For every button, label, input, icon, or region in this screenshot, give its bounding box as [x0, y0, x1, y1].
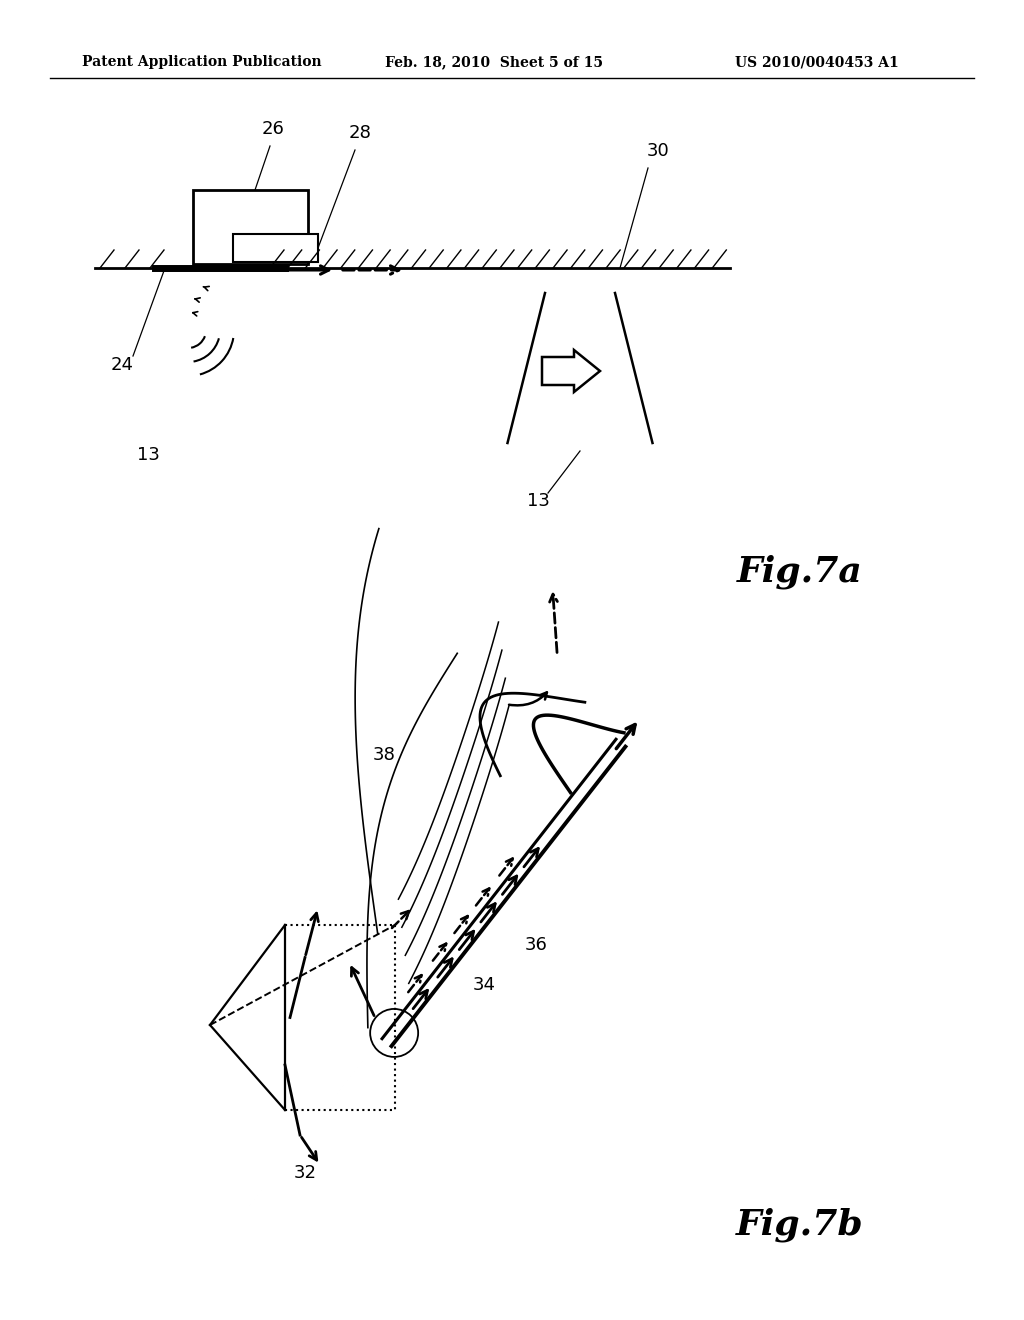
Text: Fig.7a: Fig.7a [737, 554, 863, 589]
Text: Fig.7b: Fig.7b [736, 1208, 864, 1242]
Bar [193, 190, 308, 264]
Text: 26: 26 [261, 120, 285, 139]
Text: 24: 24 [111, 356, 133, 374]
Text: 38: 38 [373, 746, 395, 763]
Text: 13: 13 [136, 446, 160, 465]
Text: 30: 30 [646, 143, 670, 160]
FancyArrow shape [542, 350, 600, 392]
Text: 34: 34 [472, 975, 496, 994]
Text: 32: 32 [294, 1164, 316, 1181]
Text: 13: 13 [526, 492, 550, 510]
Text: 28: 28 [348, 124, 372, 143]
Text: Feb. 18, 2010  Sheet 5 of 15: Feb. 18, 2010 Sheet 5 of 15 [385, 55, 603, 69]
Text: Patent Application Publication: Patent Application Publication [82, 55, 322, 69]
Text: 36: 36 [524, 936, 548, 954]
Text: US 2010/0040453 A1: US 2010/0040453 A1 [735, 55, 899, 69]
Bar [233, 234, 318, 261]
